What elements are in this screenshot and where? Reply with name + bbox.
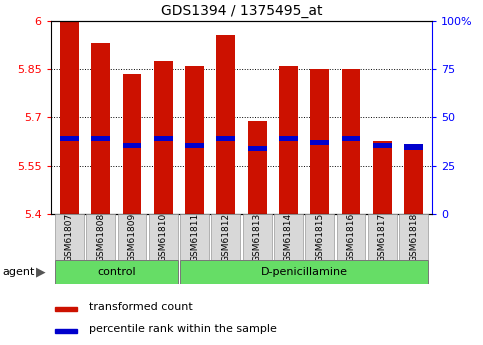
- Title: GDS1394 / 1375495_at: GDS1394 / 1375495_at: [161, 4, 322, 18]
- Bar: [55, 307, 77, 311]
- FancyBboxPatch shape: [212, 214, 240, 260]
- Text: control: control: [97, 267, 136, 277]
- FancyBboxPatch shape: [368, 214, 397, 260]
- Text: GSM61808: GSM61808: [96, 213, 105, 262]
- Bar: [279, 66, 298, 214]
- Bar: [279, 136, 298, 141]
- Bar: [341, 69, 360, 214]
- Bar: [91, 136, 110, 141]
- FancyBboxPatch shape: [274, 214, 303, 260]
- Bar: [373, 143, 392, 148]
- Bar: [216, 136, 235, 141]
- Bar: [185, 66, 204, 214]
- Text: GSM61812: GSM61812: [221, 213, 230, 262]
- Text: GSM61810: GSM61810: [159, 213, 168, 262]
- Bar: [60, 21, 79, 214]
- FancyBboxPatch shape: [86, 214, 115, 260]
- Bar: [60, 136, 79, 141]
- Bar: [91, 43, 110, 214]
- Text: agent: agent: [2, 267, 35, 277]
- Bar: [373, 141, 392, 214]
- FancyBboxPatch shape: [305, 214, 334, 260]
- FancyBboxPatch shape: [149, 214, 178, 260]
- FancyBboxPatch shape: [180, 214, 209, 260]
- Bar: [154, 136, 173, 141]
- FancyBboxPatch shape: [118, 214, 146, 260]
- Bar: [248, 146, 267, 151]
- Bar: [185, 143, 204, 148]
- FancyBboxPatch shape: [337, 214, 365, 260]
- Text: GSM61814: GSM61814: [284, 213, 293, 262]
- Text: GSM61817: GSM61817: [378, 213, 387, 262]
- Text: GSM61818: GSM61818: [409, 213, 418, 262]
- Bar: [310, 69, 329, 214]
- FancyBboxPatch shape: [399, 214, 428, 260]
- FancyBboxPatch shape: [180, 260, 428, 284]
- FancyBboxPatch shape: [55, 214, 84, 260]
- Text: GSM61811: GSM61811: [190, 213, 199, 262]
- Bar: [341, 136, 360, 141]
- FancyBboxPatch shape: [55, 260, 178, 284]
- Bar: [154, 61, 173, 214]
- Bar: [310, 139, 329, 145]
- Text: GSM61816: GSM61816: [346, 213, 355, 262]
- Text: GSM61809: GSM61809: [128, 213, 137, 262]
- Text: ▶: ▶: [36, 266, 46, 279]
- Bar: [216, 35, 235, 214]
- FancyBboxPatch shape: [243, 214, 271, 260]
- Text: percentile rank within the sample: percentile rank within the sample: [89, 324, 277, 334]
- Bar: [404, 144, 423, 149]
- Text: GSM61815: GSM61815: [315, 213, 324, 262]
- Text: GSM61807: GSM61807: [65, 213, 74, 262]
- Bar: [123, 143, 142, 148]
- Bar: [55, 328, 77, 333]
- Bar: [404, 149, 423, 214]
- Text: D-penicillamine: D-penicillamine: [260, 267, 348, 277]
- Text: GSM61813: GSM61813: [253, 213, 262, 262]
- Bar: [248, 120, 267, 214]
- Bar: [123, 74, 142, 214]
- Text: transformed count: transformed count: [89, 303, 193, 313]
